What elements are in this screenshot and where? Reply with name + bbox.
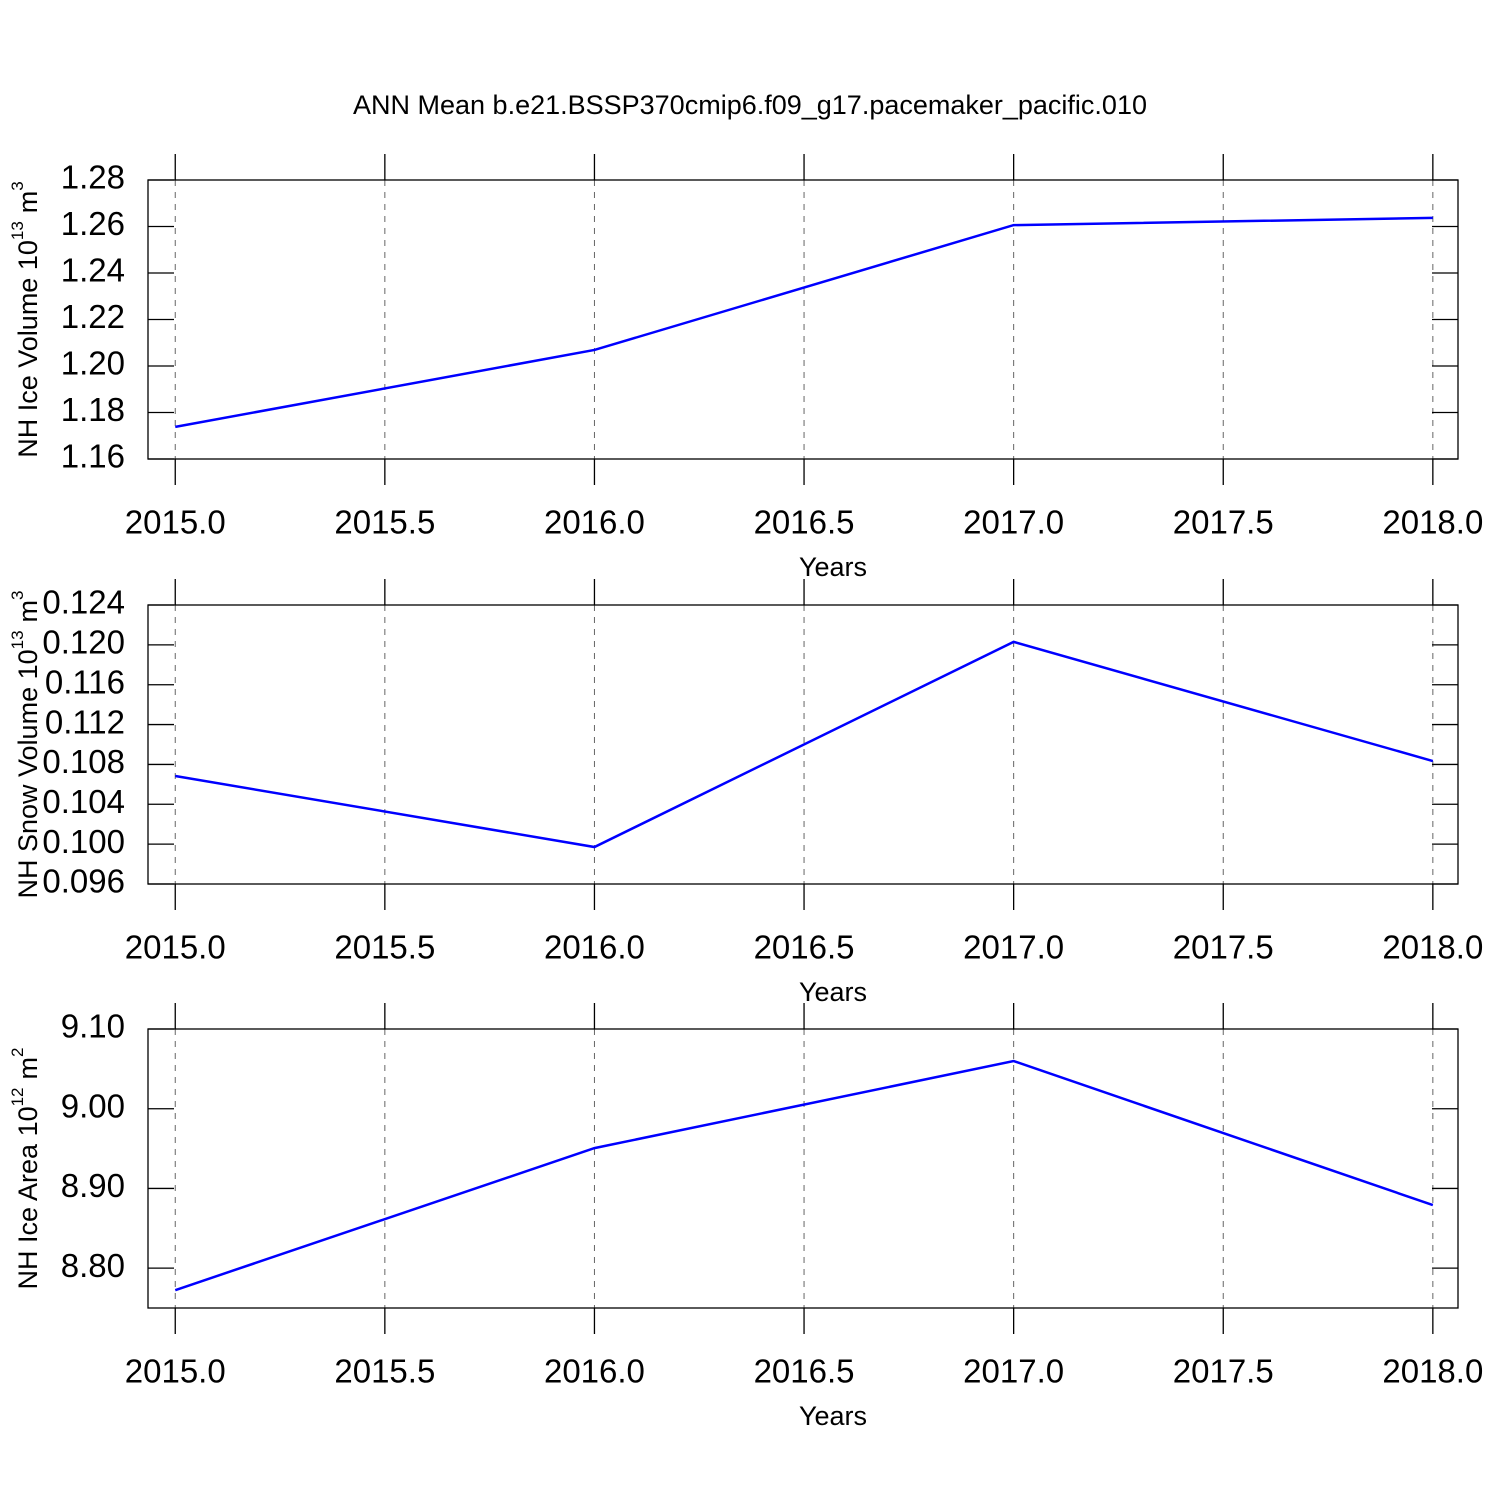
x-tick-label: 2016.0 xyxy=(544,1353,645,1390)
chart-title: ANN Mean b.e21.BSSP370cmip6.f09_g17.pace… xyxy=(353,90,1147,120)
data-line xyxy=(175,640,1434,849)
y-tick-label: 8.90 xyxy=(61,1167,125,1204)
y-tick-label: 1.22 xyxy=(61,298,125,335)
y-label-exponent: 3 xyxy=(8,590,27,599)
y-tick-label: 1.20 xyxy=(61,345,125,382)
x-tick-label: 2015.5 xyxy=(334,504,435,541)
y-tick-label: 0.120 xyxy=(42,624,125,661)
x-tick-label: 2017.5 xyxy=(1173,929,1274,966)
y-tick-label: 1.18 xyxy=(61,391,125,428)
plot-frame xyxy=(147,1028,1459,1309)
y-label-text: NH Snow Volume 10 xyxy=(13,649,43,898)
x-tick-label: 2016.0 xyxy=(544,504,645,541)
plot-frame xyxy=(147,179,1459,460)
x-tick-label: 2016.0 xyxy=(544,929,645,966)
y-tick-label: 0.096 xyxy=(42,863,125,900)
y-label-text: NH Ice Volume 10 xyxy=(13,240,43,458)
y-axis-label: NH Snow Volume 1013 m3 xyxy=(8,590,43,898)
y-tick-label: 8.80 xyxy=(61,1247,125,1284)
y-tick-label: 0.116 xyxy=(45,663,125,700)
y-tick-label: 1.28 xyxy=(61,159,125,196)
data-line xyxy=(174,1059,1434,1292)
x-tick-label: 2017.0 xyxy=(963,1353,1064,1390)
x-tick-label: 2016.5 xyxy=(754,1353,855,1390)
y-label-exponent: 12 xyxy=(8,1087,27,1106)
y-tick-label: 1.26 xyxy=(61,205,125,242)
plot-frame xyxy=(147,604,1459,885)
x-tick-label: 2015.0 xyxy=(125,1353,226,1390)
y-axis-label: NH Ice Area 1012 m2 xyxy=(8,1048,43,1290)
y-label-exponent: 2 xyxy=(8,1048,27,1057)
x-tick-label: 2015.0 xyxy=(125,929,226,966)
y-label-text: m xyxy=(13,1057,43,1080)
x-tick-label: 2017.5 xyxy=(1173,1353,1274,1390)
x-axis-label: Years xyxy=(799,977,867,1007)
x-tick-label: 2015.5 xyxy=(334,1353,435,1390)
x-tick-label: 2017.5 xyxy=(1173,504,1274,541)
y-tick-label: 0.112 xyxy=(45,703,125,740)
x-tick-label: 2016.5 xyxy=(754,504,855,541)
y-tick-label: 0.108 xyxy=(42,743,125,780)
x-axis-label: Years xyxy=(799,552,867,582)
y-tick-label: 1.16 xyxy=(61,438,125,475)
y-label-text: m xyxy=(13,191,43,214)
y-tick-label: 9.10 xyxy=(61,1008,125,1045)
x-tick-label: 2018.0 xyxy=(1382,1353,1483,1390)
x-axis-label: Years xyxy=(799,1401,867,1431)
x-tick-label: 2017.0 xyxy=(963,504,1064,541)
x-tick-label: 2017.0 xyxy=(963,929,1064,966)
y-tick-label: 0.100 xyxy=(42,823,125,860)
data-line xyxy=(175,216,1433,429)
y-label-text: NH Ice Area 10 xyxy=(13,1106,43,1289)
y-tick-label: 9.00 xyxy=(61,1087,125,1124)
y-tick-label: 0.104 xyxy=(42,783,125,820)
y-label-text: m xyxy=(13,600,43,623)
x-tick-label: 2015.5 xyxy=(334,929,435,966)
x-tick-label: 2018.0 xyxy=(1382,504,1483,541)
y-label-exponent: 13 xyxy=(8,221,27,240)
y-label-exponent: 13 xyxy=(8,630,27,649)
x-tick-label: 2016.5 xyxy=(754,929,855,966)
y-axis-label: NH Ice Volume 1013 m3 xyxy=(8,181,43,458)
x-tick-label: 2015.0 xyxy=(125,504,226,541)
y-label-exponent: 3 xyxy=(8,181,27,190)
x-tick-label: 2018.0 xyxy=(1382,929,1483,966)
y-tick-label: 1.24 xyxy=(61,252,125,289)
y-tick-label: 0.124 xyxy=(42,584,125,621)
